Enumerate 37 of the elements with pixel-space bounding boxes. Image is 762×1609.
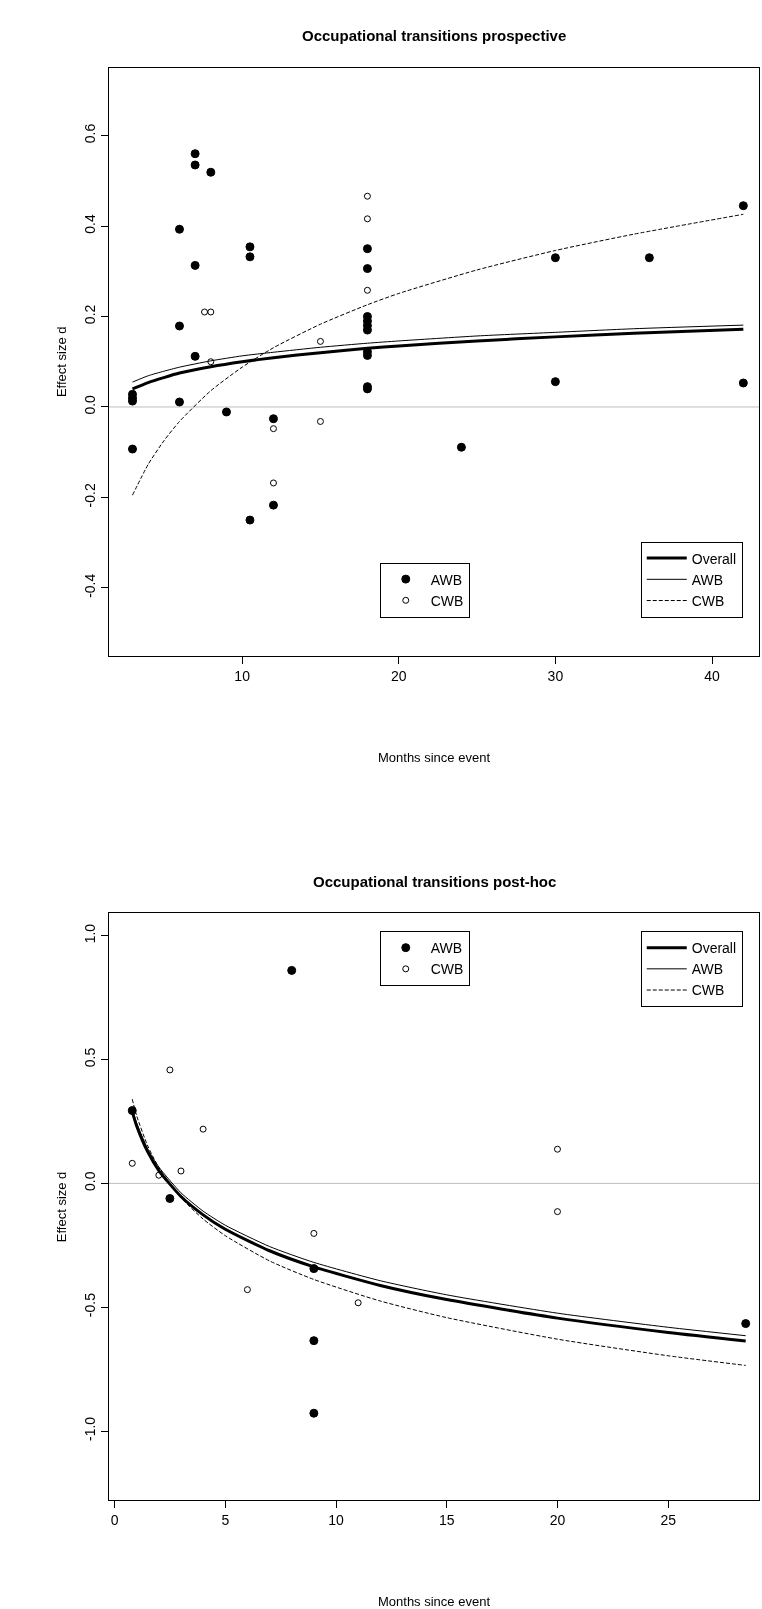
x-tick-label: 20 (390, 667, 407, 684)
chart-title: Occupational transitions prospective (302, 27, 567, 44)
x-axis-title: Months since event (377, 1594, 491, 1609)
legend-label: CWB (691, 982, 725, 999)
x-tick-label: 30 (547, 667, 564, 684)
legend-label: CWB (691, 592, 725, 609)
x-tick-label: 10 (328, 1512, 344, 1529)
chart-title: Occupational transitions post-hoc (313, 873, 557, 890)
y-tick-label: -0.4 (82, 573, 99, 598)
y-tick-label: 0.6 (82, 123, 99, 144)
legend-label: AWB (430, 940, 463, 957)
y-tick-label: -0.2 (82, 483, 99, 508)
x-axis-title: Months since event (377, 750, 491, 766)
x-tick-label: 20 (549, 1512, 566, 1529)
y-tick-label: 0.0 (82, 394, 99, 415)
y-tick-label: 0.0 (82, 1171, 99, 1192)
y-tick-label: 0.2 (82, 304, 99, 325)
y-tick-label: 0.4 (82, 214, 99, 234)
x-tick-label: 15 (438, 1512, 455, 1529)
legend-label: AWB (430, 571, 463, 588)
x-tick-label: 5 (221, 1512, 230, 1529)
x-tick-label: 0 (110, 1512, 119, 1529)
legend-label: Overall (691, 550, 737, 567)
y-axis-title: Effect size d (54, 326, 70, 398)
legend-label: Overall (691, 940, 737, 957)
y-tick-label: 1.0 (82, 923, 99, 944)
legend-label: CWB (430, 961, 464, 978)
x-tick-label: 25 (660, 1512, 677, 1529)
y-axis-title: Effect size d (54, 1171, 70, 1243)
x-tick-label: 10 (234, 667, 251, 684)
y-tick-label: -0.5 (82, 1292, 99, 1318)
y-tick-label: 0.5 (82, 1047, 99, 1068)
y-tick-label: -1.0 (82, 1416, 99, 1442)
x-tick-label: 40 (704, 667, 721, 684)
legend-label: CWB (430, 592, 464, 609)
legend-label: AWB (691, 571, 724, 588)
legend-label: AWB (691, 961, 724, 978)
